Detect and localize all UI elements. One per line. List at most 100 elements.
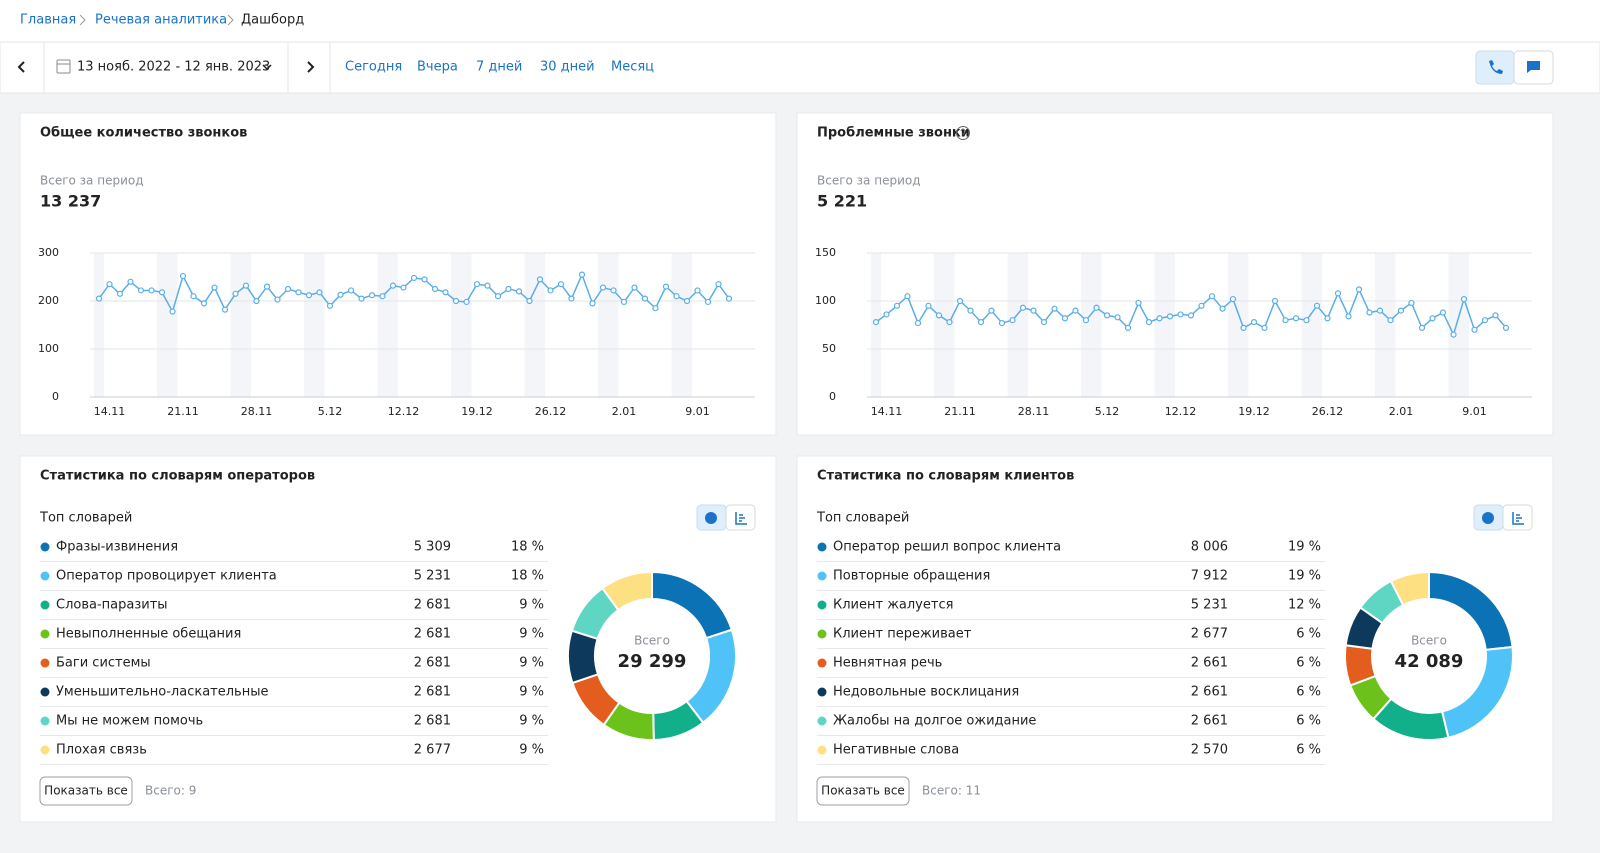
dictionary-count: 2 681	[414, 685, 451, 700]
data-point	[568, 295, 575, 302]
data-point	[1114, 314, 1121, 321]
dictionary-name: Жалобы на долгое ожидание	[833, 714, 1036, 729]
dictionary-percent: 9 %	[519, 598, 544, 613]
dictionary-percent: 9 %	[519, 656, 544, 671]
bar-icon	[735, 512, 747, 525]
data-point	[1229, 295, 1237, 303]
data-point	[925, 302, 932, 309]
period-link[interactable]: 30 дней	[540, 60, 595, 75]
donut-center-label: Всего	[1411, 634, 1447, 648]
date-dropdown-chevron[interactable]	[262, 64, 272, 71]
data-point	[379, 293, 386, 300]
x-tick-label: 12.12	[388, 405, 420, 418]
x-tick-label: 21.11	[944, 405, 976, 418]
dictionary-name: Уменьшительно-ласкательные	[56, 685, 268, 700]
data-point	[410, 274, 418, 282]
dictionary-name: Невыполненные обещания	[56, 627, 241, 642]
y-tick-label: 200	[38, 294, 59, 307]
data-point	[967, 307, 974, 314]
data-point	[1271, 297, 1279, 305]
x-tick-label: 28.11	[1018, 405, 1050, 418]
date-range[interactable]: 13 нояб. 2022 - 12 янв. 2023	[77, 60, 270, 75]
dictionary-count: 2 677	[1191, 627, 1228, 642]
breadcrumb-link[interactable]: Речевая аналитика	[95, 13, 227, 28]
dictionary-name: Недовольные восклицания	[833, 685, 1019, 700]
data-point	[358, 295, 365, 302]
dictionary-name: Фразы-извинения	[56, 540, 178, 555]
data-point	[232, 290, 239, 297]
data-point	[1355, 286, 1363, 293]
dictionary-count: 5 231	[1191, 598, 1228, 613]
data-point	[389, 282, 397, 289]
data-point	[1166, 313, 1174, 320]
dictionary-percent: 6 %	[1296, 685, 1321, 700]
breadcrumb-link[interactable]: Главная	[20, 13, 76, 28]
next-button[interactable]	[307, 61, 315, 73]
dictionary-count: 7 912	[1191, 569, 1228, 584]
donut-total: 29 299	[618, 651, 687, 672]
period-link[interactable]: 7 дней	[476, 60, 522, 75]
dictionary-name: Клиент переживает	[833, 627, 972, 642]
panel-title: Общее количество звонков	[40, 126, 247, 141]
calendar-icon	[56, 59, 71, 74]
dictionary-name: Клиент жалуется	[833, 598, 953, 613]
data-point	[1429, 315, 1436, 322]
show-all-button[interactable]	[816, 776, 910, 806]
dictionary-count: 5 231	[414, 569, 451, 584]
show-all-label[interactable]: Показать все	[821, 784, 905, 798]
data-point	[610, 287, 617, 294]
data-point	[715, 281, 722, 288]
dictionary-count: 2 661	[1191, 685, 1228, 700]
dictionary-count-total: Всего: 11	[922, 784, 981, 798]
donut-segment	[600, 570, 653, 612]
dictionary-name: Плохая связь	[56, 743, 147, 758]
data-point	[1198, 302, 1205, 309]
data-point	[473, 281, 481, 288]
period-link[interactable]: Месяц	[611, 60, 654, 75]
data-point	[1397, 307, 1405, 314]
data-point	[1082, 317, 1090, 324]
dictionary-count: 2 681	[414, 627, 451, 642]
data-point	[1124, 324, 1132, 331]
show-all-button[interactable]	[39, 776, 133, 806]
data-point	[1376, 307, 1384, 314]
x-tick-label: 5.12	[318, 405, 343, 418]
data-point	[505, 285, 512, 293]
help-icon[interactable]	[956, 126, 970, 140]
data-point	[137, 287, 145, 294]
dictionary-count: 5 309	[414, 540, 451, 555]
x-tick-label: 14.11	[94, 405, 126, 418]
prev-button[interactable]	[17, 61, 25, 73]
data-point	[704, 298, 712, 306]
bar-icon	[1512, 512, 1524, 525]
dictionary-percent: 6 %	[1296, 627, 1321, 642]
phone-icon	[1489, 60, 1503, 74]
show-all-label[interactable]: Показать все	[44, 784, 128, 798]
data-point	[316, 289, 323, 296]
legend-dot	[40, 687, 50, 697]
calls-toggle[interactable]	[1475, 50, 1515, 85]
data-point	[442, 289, 449, 296]
weekend-band	[934, 253, 955, 397]
data-point	[1156, 315, 1163, 322]
data-point	[956, 297, 964, 305]
data-point	[1145, 319, 1153, 326]
data-point	[169, 308, 176, 315]
dictionary-name: Невнятная речь	[833, 656, 942, 671]
dictionary-percent: 9 %	[519, 714, 544, 729]
data-point	[631, 284, 638, 291]
dictionary-percent: 18 %	[511, 569, 544, 584]
data-point	[1261, 324, 1268, 331]
legend-dot	[817, 745, 827, 755]
weekend-band	[1448, 253, 1469, 397]
weekend-band	[377, 253, 398, 397]
legend-dot	[817, 658, 827, 668]
weekend-band	[94, 253, 104, 397]
weekend-band	[598, 253, 619, 397]
data-point	[1009, 317, 1016, 324]
period-link[interactable]: Сегодня	[345, 60, 402, 75]
period-link[interactable]: Вчера	[417, 60, 458, 75]
data-point	[1061, 315, 1069, 322]
